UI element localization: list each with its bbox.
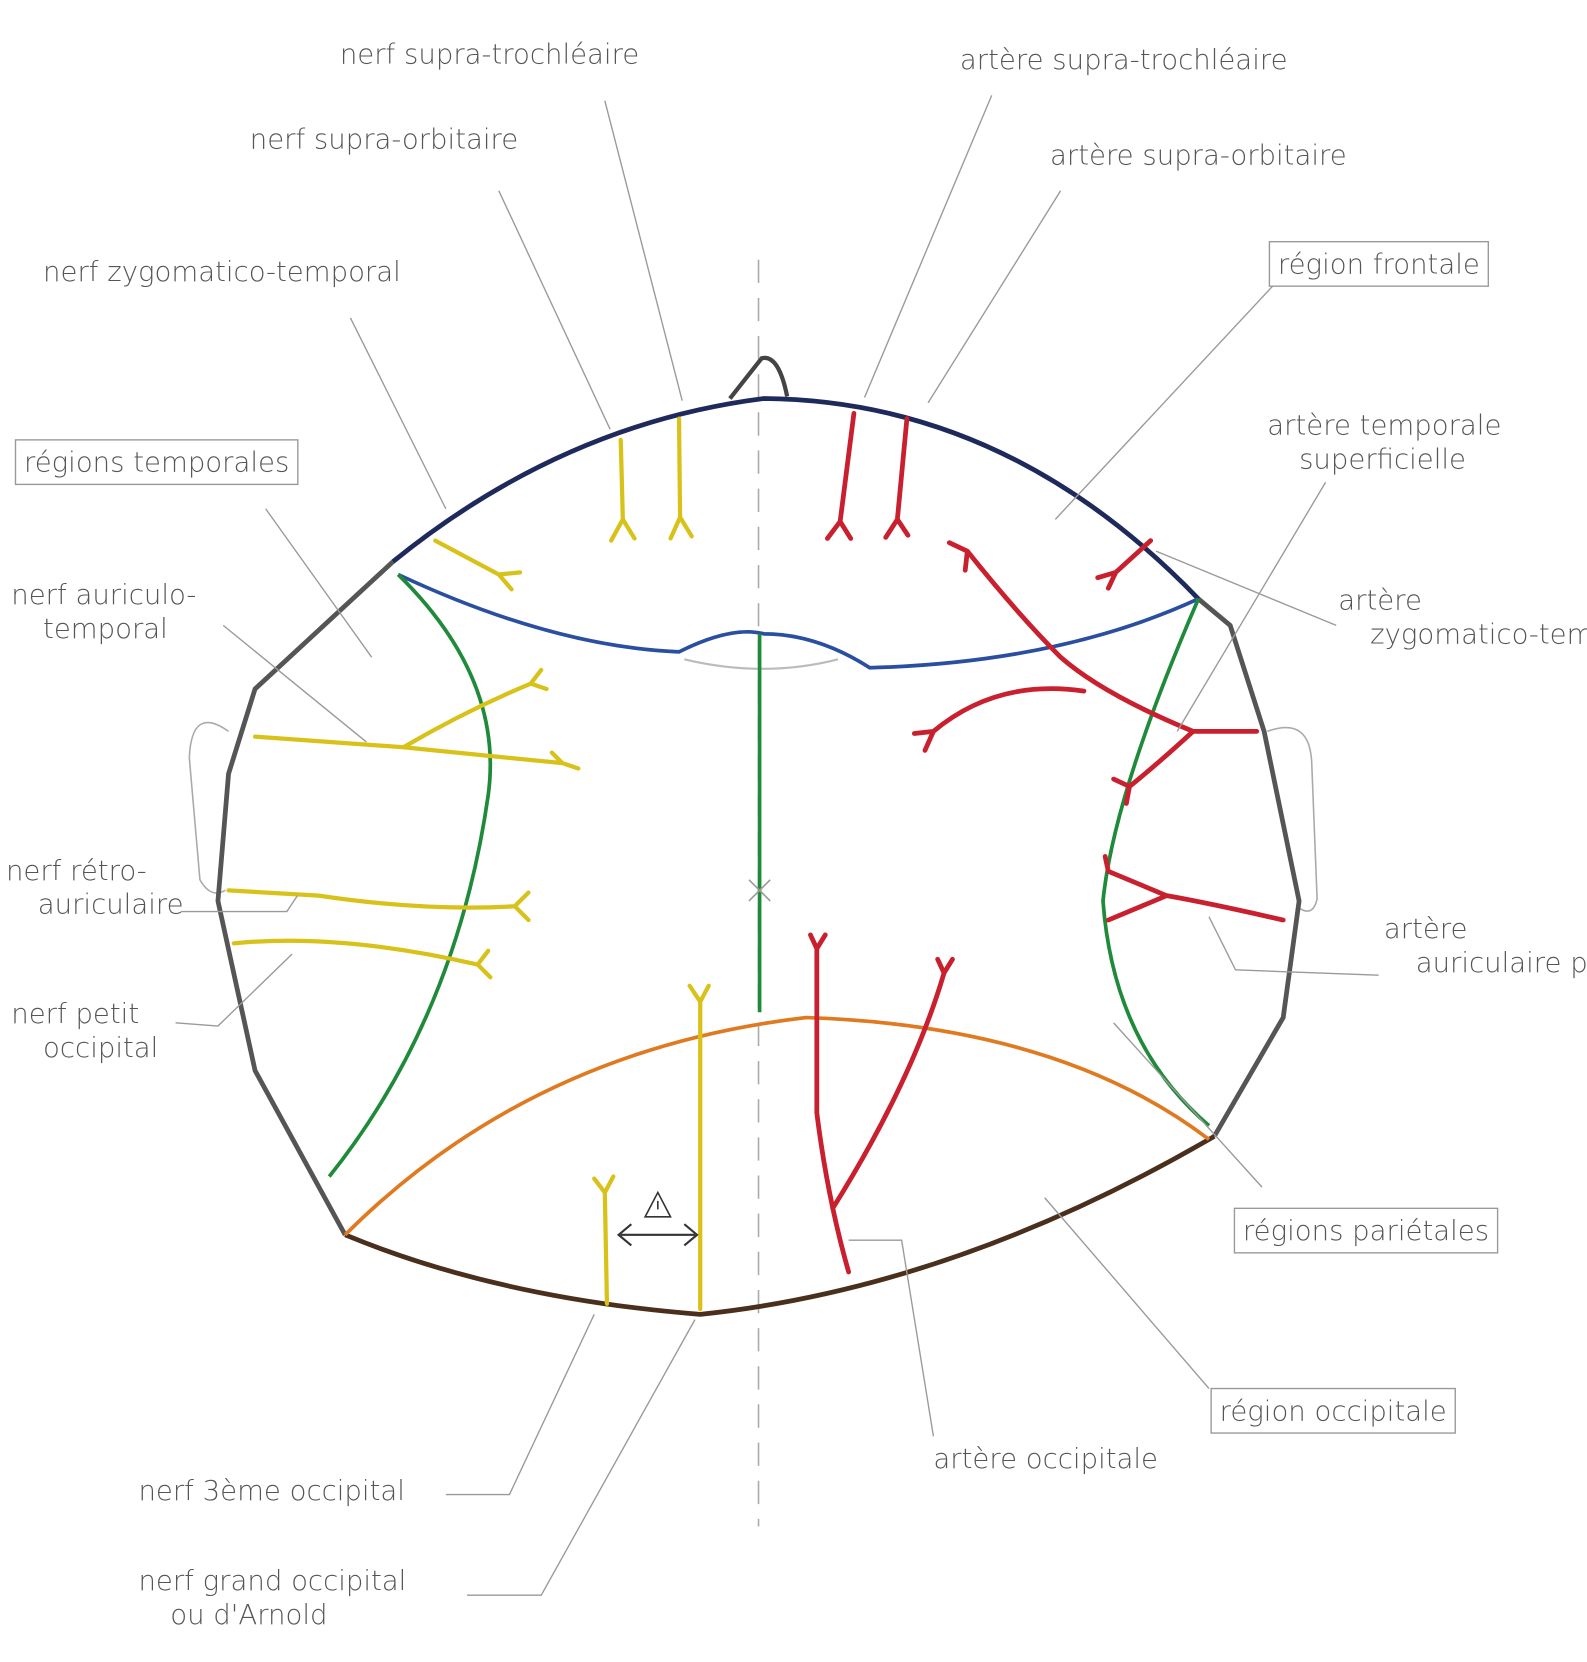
label-line: artère — [1384, 913, 1468, 945]
label: région occipitale — [1211, 1389, 1455, 1434]
label-line: nerf rétro- — [6, 855, 147, 887]
double-arrow — [619, 1224, 697, 1245]
label: nerf zygomatico-temporal — [43, 256, 401, 288]
label: nerf auriculo-temporal — [11, 579, 196, 645]
label: nerf supra-orbitaire — [250, 123, 518, 155]
label-line: artère supra-trochléaire — [960, 44, 1288, 76]
page: nerf supra-trochléaire nerf supra-orbitai… — [0, 0, 1587, 1662]
label: artère supra-orbitaire — [1050, 139, 1347, 171]
label-line: nerf supra-trochléaire — [340, 39, 639, 71]
label: régions pariétales — [1234, 1208, 1497, 1253]
frontal-boundary — [398, 574, 1198, 667]
label: région frontale — [1269, 242, 1488, 287]
label-line: artère — [1338, 584, 1422, 616]
label-line: superficielle — [1299, 443, 1466, 475]
label-line: ou d'Arnold — [170, 1599, 327, 1631]
label: nerf rétro-auriculaire — [6, 855, 184, 921]
label-line: artère occipitale — [933, 1443, 1158, 1475]
label-line: zygomatico-temporale — [1370, 618, 1587, 650]
label: nerf supra-trochléaire — [340, 39, 639, 71]
label-line: nerf zygomatico-temporal — [43, 256, 401, 288]
label-line: nerf supra-orbitaire — [250, 123, 518, 155]
label-line: nerf 3ème occipital — [138, 1475, 404, 1507]
label: artère supra-trochléaire — [960, 44, 1288, 76]
label-line: auriculaire post — [1416, 947, 1587, 979]
outline-left — [218, 562, 393, 1235]
nerves — [229, 419, 709, 1309]
outline-back — [345, 1136, 1214, 1314]
label-line: artère supra-orbitaire — [1050, 139, 1347, 171]
label-line: région frontale — [1278, 248, 1480, 280]
occipital-boundary — [345, 1018, 1209, 1235]
leader-lines — [176, 95, 1379, 1595]
label: artère occipitale — [933, 1443, 1158, 1475]
label-line: nerf petit — [11, 998, 139, 1030]
label-line: nerf auriculo- — [11, 579, 196, 611]
labels: nerf supra-trochléaire nerf supra-orbitai… — [6, 39, 1587, 1631]
label-line: temporal — [43, 613, 168, 645]
label: régions temporales — [15, 440, 297, 485]
label-line: nerf grand occipital — [138, 1565, 406, 1597]
diagram: nerf supra-trochléaire nerf supra-orbitai… — [0, 0, 1587, 1662]
label-line: régions pariétales — [1243, 1215, 1489, 1247]
label-line: artère temporale — [1267, 410, 1501, 442]
right-ear — [1267, 728, 1317, 912]
label-line: auriculaire — [38, 889, 184, 921]
warning-icon — [645, 1192, 670, 1216]
label-line: régions temporales — [24, 447, 289, 479]
outline-right — [1198, 599, 1299, 1136]
temporal-boundary-left — [329, 574, 490, 1176]
label-line: occipital — [43, 1032, 158, 1064]
temporal-boundary-right — [1103, 599, 1209, 1126]
outline-front — [393, 399, 1199, 599]
label: nerf 3ème occipital — [138, 1475, 404, 1507]
label-line: région occipitale — [1220, 1395, 1447, 1427]
arteries — [810, 413, 1283, 1272]
